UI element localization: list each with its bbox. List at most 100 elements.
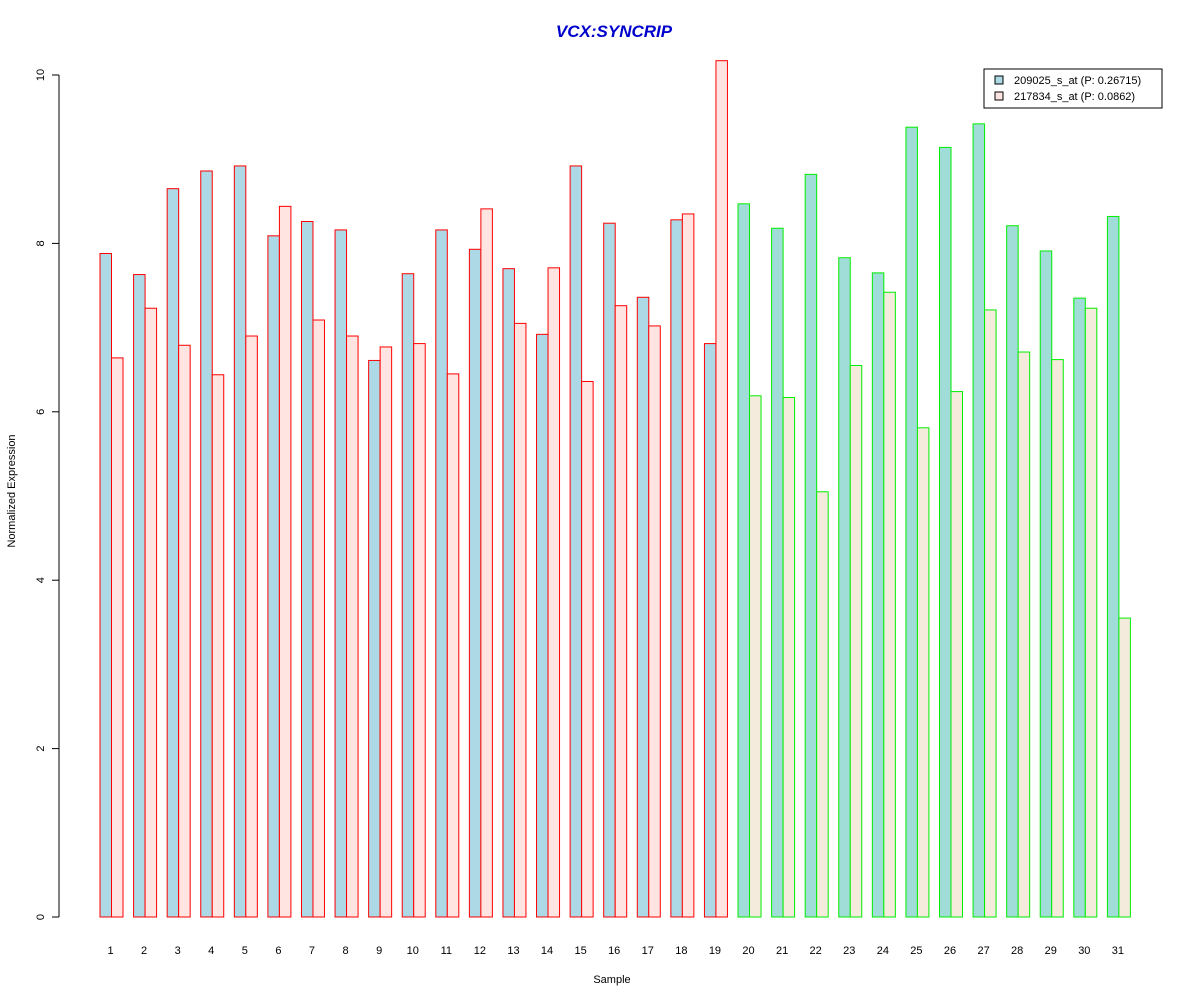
bar-series-1-sample-15 (569, 165, 583, 918)
bar-series-2-sample-15 (581, 380, 594, 918)
x-tick-label: 17 (642, 945, 654, 957)
x-tick-label: 27 (977, 945, 989, 957)
bar-series-1-sample-22 (804, 173, 818, 918)
bar-series-2-sample-24 (883, 291, 896, 918)
x-tick-label: 31 (1112, 945, 1124, 957)
y-tick-label: 4 (35, 577, 47, 583)
bar-series-2-sample-8 (346, 335, 359, 918)
bar-series-1-sample-4 (200, 170, 213, 918)
x-axis-label: Sample (593, 974, 630, 986)
bar-series-2-sample-7 (312, 319, 325, 918)
bar-series-1-sample-17 (636, 296, 650, 918)
x-tick-label: 8 (342, 945, 348, 957)
legend-label-series-1: 209025_s_at (P: 0.26715) (1014, 75, 1141, 87)
bar-series-2-sample-4 (211, 374, 225, 918)
x-tick-label: 2 (141, 945, 147, 957)
bar-series-2-sample-10 (413, 343, 426, 918)
bar-series-2-sample-31 (1118, 617, 1131, 918)
bar-series-2-sample-17 (648, 325, 661, 918)
x-tick-label: 9 (376, 945, 382, 957)
bar-series-2-sample-30 (1084, 307, 1098, 918)
bar-series-1-sample-11 (435, 229, 448, 918)
x-tick-label: 14 (541, 945, 553, 957)
bar-series-2-sample-9 (379, 346, 393, 918)
bar-series-1-sample-18 (670, 219, 683, 918)
y-tick-label: 2 (35, 746, 47, 752)
bar-series-1-sample-19 (703, 343, 717, 918)
bar-series-1-sample-16 (603, 222, 616, 918)
x-tick-label: 28 (1011, 945, 1023, 957)
legend-swatch-series-1 (994, 75, 1004, 85)
bar-series-1-sample-29 (1039, 250, 1053, 918)
x-tick-label: 29 (1045, 945, 1057, 957)
x-tick-label: 26 (944, 945, 956, 957)
bar-series-2-sample-19 (715, 60, 728, 918)
bar-series-2-sample-29 (1051, 359, 1064, 918)
bar-series-1-sample-20 (737, 203, 751, 918)
bar-series-1-sample-25 (905, 126, 918, 918)
bar-series-1-sample-12 (468, 248, 482, 918)
bar-series-2-sample-5 (245, 335, 258, 918)
bar-series-1-sample-27 (972, 123, 986, 918)
x-tick-label: 23 (843, 945, 855, 957)
x-tick-label: 4 (208, 945, 214, 957)
x-tick-label: 21 (776, 945, 788, 957)
x-tick-label: 1 (107, 945, 113, 957)
bar-series-1-sample-1 (99, 253, 112, 918)
bar-series-2-sample-21 (782, 396, 796, 918)
x-tick-label: 11 (441, 945, 452, 957)
legend: 209025_s_at (P: 0.26715) 217834_s_at (P:… (983, 68, 1163, 109)
y-axis-label: Normalized Expression (6, 434, 18, 547)
x-tick-label: 15 (574, 945, 586, 957)
bar-series-2-sample-14 (547, 267, 561, 918)
bar-series-1-sample-5 (233, 165, 247, 918)
bar-series-2-sample-22 (816, 491, 829, 918)
y-tick-label: 0 (35, 914, 47, 920)
legend-swatch-series-2 (994, 91, 1004, 101)
bar-series-2-sample-28 (1017, 351, 1031, 918)
x-tick-label: 18 (675, 945, 687, 957)
y-tick-label: 10 (35, 69, 47, 81)
bar-series-2-sample-13 (513, 322, 527, 918)
bar-series-1-sample-6 (267, 235, 280, 918)
bar-series-1-sample-26 (939, 146, 952, 918)
bar-series-2-sample-18 (681, 213, 695, 918)
bar-series-1-sample-9 (368, 359, 381, 918)
bar-series-1-sample-31 (1106, 215, 1120, 918)
bar-series-2-sample-25 (916, 427, 930, 918)
bar-series-2-sample-11 (446, 373, 460, 918)
x-tick-label: 19 (709, 945, 721, 957)
bar-series-1-sample-28 (1006, 225, 1019, 918)
y-tick-label: 6 (35, 409, 47, 415)
bar-series-1-sample-30 (1073, 297, 1086, 918)
x-tick-label: 25 (910, 945, 922, 957)
bar-series-2-sample-1 (111, 357, 124, 918)
bar-series-1-sample-10 (401, 273, 415, 918)
bar-series-2-sample-20 (749, 395, 762, 918)
legend-label-series-2: 217834_s_at (P: 0.0862) (1014, 91, 1135, 103)
x-tick-label: 24 (877, 945, 889, 957)
chart-title: VCX:SYNCRIP (556, 22, 673, 41)
y-axis: 0 2 4 6 8 10 (35, 69, 60, 920)
y-tick-label: 8 (35, 240, 47, 246)
bars-group (99, 60, 1131, 918)
bar-series-1-sample-14 (536, 333, 549, 918)
bar-series-2-sample-16 (614, 305, 628, 918)
x-tick-label: 5 (242, 945, 248, 957)
bar-series-2-sample-2 (144, 307, 158, 918)
x-tick-label: 3 (175, 945, 181, 957)
bar-series-1-sample-21 (771, 227, 784, 918)
x-tick-labels: 1 2 3 4 5 6 7 8 9 10 11 12 13 14 15 16 17 18 19 20 21 22 23 24 2… (107, 945, 1124, 957)
x-tick-label: 22 (810, 945, 822, 957)
legend-box (983, 68, 1163, 109)
x-tick-label: 6 (275, 945, 281, 957)
x-tick-label: 10 (407, 945, 419, 957)
bar-series-2-sample-12 (480, 208, 493, 918)
x-tick-label: 13 (507, 945, 519, 957)
bar-series-2-sample-23 (849, 364, 863, 918)
bar-series-1-sample-8 (334, 229, 348, 918)
x-tick-label: 20 (742, 945, 754, 957)
bar-series-2-sample-27 (984, 309, 997, 918)
